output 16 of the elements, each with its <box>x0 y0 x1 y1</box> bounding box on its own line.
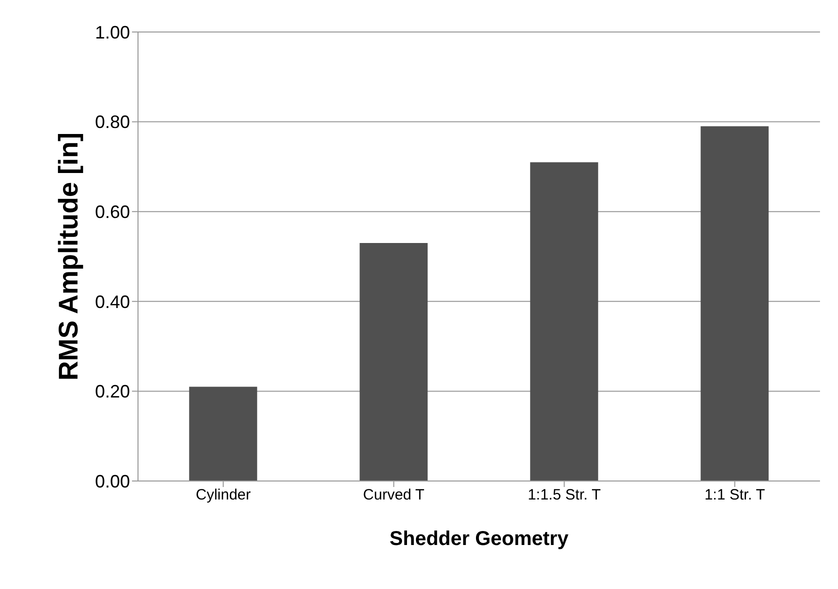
y-tick-label: 0.40 <box>94 292 130 312</box>
y-tick-label: 0.80 <box>94 112 130 132</box>
x-tick-label: 1:1.5 Str. T <box>528 486 601 504</box>
y-axis-title: RMS Amplitude [in] <box>54 132 84 380</box>
x-tick-label: Curved T <box>363 486 424 504</box>
bar <box>360 243 428 481</box>
x-tick-label: 1:1 Str. T <box>704 486 766 504</box>
y-tick-label: 0.00 <box>94 471 130 492</box>
y-tick-label: 0.60 <box>94 202 130 222</box>
bar <box>700 126 769 481</box>
bar <box>189 386 258 481</box>
bar <box>530 162 598 481</box>
x-tick-label: Cylinder <box>196 486 251 504</box>
y-tick-label: 0.20 <box>94 382 130 402</box>
x-axis-title: Shedder Geometry <box>390 528 570 550</box>
y-tick-label: 1.00 <box>94 22 130 42</box>
